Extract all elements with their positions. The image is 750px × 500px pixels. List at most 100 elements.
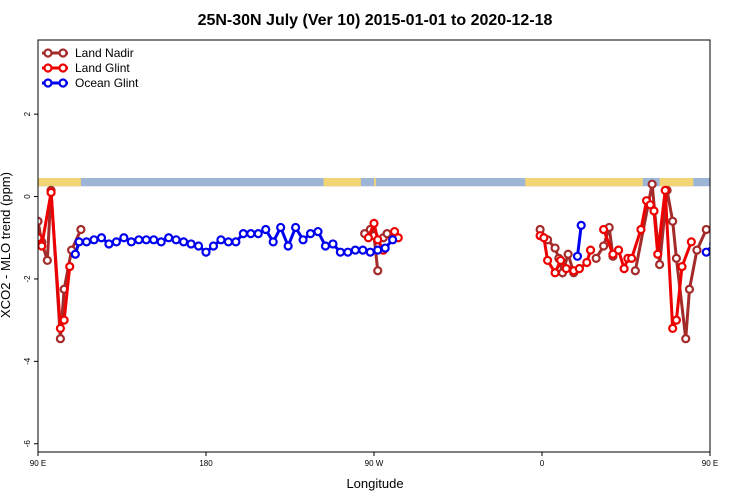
data-point xyxy=(373,245,383,255)
legend-marker xyxy=(43,48,53,58)
data-point xyxy=(193,241,204,251)
data-point xyxy=(283,241,293,251)
data-point xyxy=(223,237,233,247)
land-band-segment xyxy=(374,178,376,187)
data-point xyxy=(576,220,586,230)
y-axis: -6 -4 -2 0 2 xyxy=(23,111,38,447)
data-point xyxy=(550,243,560,253)
data-point xyxy=(171,235,181,245)
y-axis-label: XCO2 - MLO trend (ppm) xyxy=(0,172,13,318)
x-tick-label: 90 E xyxy=(702,459,718,468)
data-point xyxy=(216,235,226,245)
data-point xyxy=(373,266,383,276)
data-point xyxy=(38,216,43,226)
legend-label: Land Nadir xyxy=(75,46,134,60)
data-point xyxy=(647,179,657,189)
data-point xyxy=(81,237,92,247)
data-point xyxy=(313,226,323,237)
land-band-segment xyxy=(38,178,81,187)
data-point xyxy=(686,237,696,247)
data-point xyxy=(305,229,316,239)
data-point xyxy=(149,235,159,245)
data-point xyxy=(388,235,398,245)
data-point xyxy=(363,233,373,243)
data-point xyxy=(201,247,211,257)
y-tick-label: 0 xyxy=(23,194,32,199)
legend-marker xyxy=(58,63,68,73)
y-tick-label: -6 xyxy=(23,440,32,448)
data-point xyxy=(89,235,99,245)
land-ocean-band xyxy=(38,178,750,187)
data-point xyxy=(38,233,43,243)
data-point xyxy=(55,334,66,344)
data-point xyxy=(380,243,390,253)
legend-marker xyxy=(43,63,53,73)
data-point xyxy=(298,235,308,245)
data-point xyxy=(74,237,84,247)
data-point xyxy=(126,237,136,247)
data-point xyxy=(46,187,56,198)
land-band-segment xyxy=(525,178,643,187)
legend-label: Land Glint xyxy=(75,61,130,75)
x-axis-label: Longitude xyxy=(346,476,403,491)
data-point xyxy=(654,259,665,270)
data-point xyxy=(660,185,670,195)
data-point xyxy=(684,284,695,294)
data-point xyxy=(681,334,691,344)
data-point xyxy=(186,239,196,249)
data-point xyxy=(369,218,379,228)
chart-title: 25N-30N July (Ver 10) 2015-01-01 to 2020… xyxy=(198,12,553,29)
y-tick-label: 2 xyxy=(23,111,32,116)
data-point xyxy=(539,233,549,243)
data-point xyxy=(668,323,678,333)
x-tick-label: 0 xyxy=(540,459,545,468)
x-tick-label: 90 W xyxy=(365,459,384,468)
land-band-segment xyxy=(710,178,750,186)
data-point xyxy=(38,241,47,251)
data-point xyxy=(701,224,710,235)
series-land-nadir xyxy=(38,179,710,344)
data-point xyxy=(668,216,678,226)
data-point xyxy=(104,239,114,249)
data-point xyxy=(70,249,80,259)
series-land-glint xyxy=(38,185,696,333)
data-point xyxy=(328,239,338,249)
data-point xyxy=(561,264,571,274)
legend-label: Ocean Glint xyxy=(75,76,139,90)
data-point xyxy=(231,237,241,247)
land-band-segment xyxy=(323,178,361,187)
data-point xyxy=(582,257,592,268)
data-point xyxy=(677,262,687,272)
data-point xyxy=(591,253,601,263)
data-point xyxy=(358,245,368,255)
data-point xyxy=(55,323,66,333)
data-point xyxy=(626,253,637,263)
data-point xyxy=(630,266,640,276)
data-point xyxy=(365,247,375,257)
series-line xyxy=(705,245,710,254)
data-point xyxy=(320,241,331,251)
x-tick-label: 180 xyxy=(199,459,213,468)
legend-marker xyxy=(58,48,68,58)
data-point xyxy=(111,237,122,247)
data-point xyxy=(42,255,52,266)
data-point xyxy=(613,245,624,255)
data-point xyxy=(649,206,659,216)
data-point xyxy=(733,236,740,243)
data-point xyxy=(261,224,271,235)
data-point xyxy=(373,235,383,245)
data-point xyxy=(76,224,86,235)
data-point xyxy=(141,235,151,245)
data-point xyxy=(179,237,189,247)
series-layer xyxy=(38,179,747,344)
series-line xyxy=(539,234,592,276)
series-line xyxy=(575,225,583,257)
data-point xyxy=(335,247,345,257)
data-point xyxy=(343,247,353,257)
data-point xyxy=(253,229,263,239)
series-line xyxy=(367,218,385,251)
data-point xyxy=(740,240,747,247)
data-point xyxy=(119,233,129,243)
legend-marker xyxy=(43,78,53,88)
